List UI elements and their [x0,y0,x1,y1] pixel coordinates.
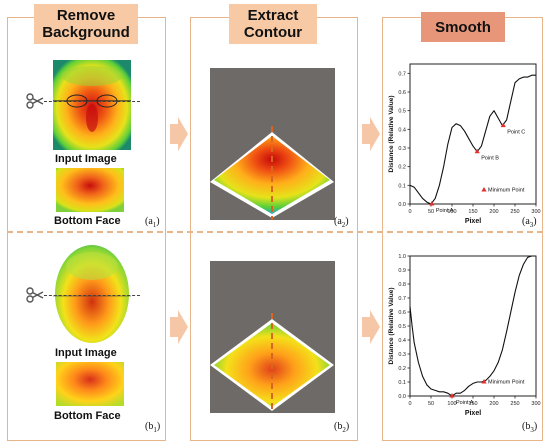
smoothed-profile-chart-a: 0 50 100 150 200 250 300 0.0 0.1 0.2 0.3 0.4 0.5 0.6 0… [388,63,541,225]
chart-a-min-point-marker [429,201,435,206]
chart-b-min-point-marker [449,393,455,398]
chart-a-y-tick-label: 0.3 [398,146,406,152]
figure-tag-b2-sub: 2 [342,426,346,434]
chart-b-x-axis-label: Pixel [465,410,481,417]
figure-tag-a2-sub: 2 [341,221,346,229]
chart-a-min-point-marker [500,122,506,128]
chart-b-y-tick-label: 0.4 [398,338,406,344]
chart-b-x-tick-label: 50 [428,401,434,407]
header-remove-line2: Background [42,24,130,41]
contour-image-a [210,68,335,220]
scissors-icon-b [26,287,44,303]
chart-b-y-tick-label: 0.0 [398,394,406,400]
chart-a-x-tick-label: 100 [447,209,456,215]
chart-b-x-tick-label: 300 [531,401,540,407]
chart-b-y-tick-label: 0.7 [398,296,406,302]
chart-b-y-axis-label: Distance (Relative Value) [388,288,395,365]
chart-a-annotation-label: Point B [481,156,499,162]
figure-tag-a3-sub: 3 [529,221,534,229]
header-remove-background: Remove Background [34,4,138,44]
chart-a-x-tick-label: 150 [468,209,477,215]
smoothed-profile-chart-b: 0 50 100 150 200 250 300 0.0 0.1 0.2 0.3 0.4 0.5 0.6 0… [388,254,541,417]
chart-b-y-tick-label: 0.1 [398,380,406,386]
chart-b-y-tick-label: 0.3 [398,352,406,358]
chart-a-x-tick-label: 0 [408,209,411,215]
figure-tag-a1: (a1) [145,216,160,229]
chart-a-legend-label: Minimum Point [488,188,525,194]
chart-a-y-tick-label: 0.0 [398,202,406,208]
cut-line-a [44,101,140,102]
chart-a-y-tick-label: 0.5 [398,109,406,115]
chart-b-y-tick-label: 0.2 [398,366,406,372]
chart-b-y-tick-label: 0.5 [398,324,406,330]
figure-tag-b3: (b3) [522,421,538,434]
cut-line-b [44,295,140,296]
chart-a-y-tick-label: 0.6 [398,90,406,96]
figure-tag-b2-text: (b [334,421,343,432]
chart-b-y-tick-label: 1.0 [398,254,406,260]
chart-a-series-line [409,74,536,205]
chart-a-y-tick-label: 0.4 [398,127,406,133]
figure-tag-b3-text: (b [522,421,531,432]
chart-a-x-tick-label: 300 [531,209,540,215]
figure-tag-a1-text: (a [145,216,153,227]
figure-tag-b1-sub: 1 [153,426,157,434]
input-face-image-a [53,60,131,150]
row-divider [7,231,543,233]
input-image-label-b: Input Image [55,347,117,359]
figure-tag-a2: (a2) [334,216,349,229]
chart-a-x-tick-label: 250 [510,209,519,215]
chart-a-legend-marker [481,187,487,192]
chart-b-y-tick-label: 0.6 [398,310,406,316]
header-smooth: Smooth [421,12,505,42]
chart-b-plot-frame [409,255,537,397]
chart-a-x-axis-label: Pixel [465,218,481,225]
scissors-icon-a [26,93,44,109]
bottom-face-image-a [56,168,124,212]
chart-a-y-tick-label: 0.7 [398,71,406,77]
arrow-a1 [170,117,188,151]
chart-b-x-tick-label: 150 [468,401,477,407]
input-face-image-b [53,244,131,344]
chart-a-annotation-label: Point A [436,208,454,214]
header-smooth-label: Smooth [435,19,491,36]
chart-a-annotation-label: Point C [507,130,525,136]
bottom-face-label-b: Bottom Face [54,410,121,422]
chart-b-annotation-label: Point A [456,400,474,406]
chart-b-x-tick-label: 100 [447,401,456,407]
chart-a-y-axis-label: Distance (Relative Value) [388,96,395,173]
contour-image-b [210,261,335,413]
figure-tag-b2: (b2) [334,421,350,434]
chart-b-legend-label: Minimum Point [488,380,525,386]
figure-tag-a1-sub: 1 [152,221,157,229]
chart-b-x-tick-label: 250 [510,401,519,407]
chart-b-y-tick-label: 0.8 [398,282,406,288]
arrow-b2 [362,310,380,344]
input-image-label-a: Input Image [55,153,117,165]
chart-b-x-tick-label: 200 [489,401,498,407]
figure-tag-a3: (a3) [522,216,537,229]
figure-tag-a2-text: (a [334,216,342,227]
arrow-a2 [362,117,380,151]
arrow-b1 [170,310,188,344]
header-extract-contour: Extract Contour [229,4,317,44]
figure-tag-b1: (b1) [145,421,161,434]
header-extract-line2: Contour [243,24,303,41]
chart-a-y-tick-label: 0.2 [398,165,406,171]
chart-a-x-tick-label: 50 [428,209,434,215]
bottom-face-image-b [56,362,124,406]
figure-tag-b1-text: (b [145,421,154,432]
chart-a-y-tick-label: 0.1 [398,183,406,189]
chart-a-x-tick-label: 200 [489,209,498,215]
header-remove-line1: Remove [56,7,116,24]
chart-b-x-tick-label: 0 [408,401,411,407]
chart-b-series-line [409,255,536,397]
figure-tag-a3-text: (a [522,216,530,227]
bottom-face-label-a: Bottom Face [54,215,121,227]
chart-a-min-point-marker [474,148,480,154]
header-extract-line1: Extract [247,7,299,24]
chart-b-legend-marker [481,379,487,384]
figure-tag-b3-sub: 3 [530,426,534,434]
chart-b-y-tick-label: 0.9 [398,268,406,274]
